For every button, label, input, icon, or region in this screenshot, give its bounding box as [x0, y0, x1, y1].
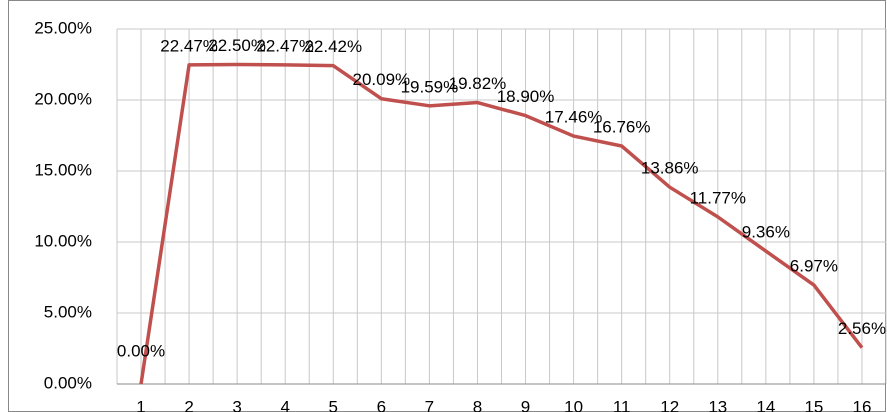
y-tick-label: 15.00% [34, 160, 92, 179]
x-tick-label: 1 [136, 397, 145, 412]
data-label: 22.47% [160, 36, 218, 55]
x-tick-label: 12 [660, 397, 679, 412]
data-label: 18.90% [497, 87, 555, 106]
x-tick-label: 8 [473, 397, 482, 412]
x-tick-label: 4 [280, 397, 289, 412]
x-tick-label: 16 [853, 397, 872, 412]
data-label: 19.82% [449, 74, 507, 93]
data-label: 16.76% [593, 117, 651, 136]
x-tick-label: 10 [564, 397, 583, 412]
data-label: 0.00% [117, 341, 165, 360]
y-tick-label: 5.00% [44, 302, 92, 321]
x-tick-label: 11 [613, 397, 631, 412]
x-tick-label: 14 [756, 397, 775, 412]
data-label: 22.47% [256, 36, 314, 55]
data-label: 17.46% [545, 108, 603, 127]
y-tick-label: 20.00% [34, 89, 92, 108]
data-label: 6.97% [790, 257, 838, 276]
data-label: 22.42% [304, 37, 362, 56]
data-label: 9.36% [742, 223, 790, 242]
data-label: 13.86% [641, 159, 699, 178]
data-label: 11.77% [690, 188, 746, 207]
x-tick-label: 3 [232, 397, 241, 412]
x-tick-label: 5 [329, 397, 338, 412]
data-label: 19.59% [401, 77, 459, 96]
y-tick-label: 25.00% [34, 18, 92, 37]
x-tick-label: 7 [425, 397, 434, 412]
x-tick-label: 13 [708, 397, 727, 412]
data-label: 22.50% [208, 36, 266, 55]
chart-border [8, 0, 886, 412]
line [139, 62, 864, 385]
x-tick-label: 9 [521, 397, 530, 412]
x-tick-label: 2 [184, 397, 193, 412]
x-tick-label: 6 [377, 397, 386, 412]
x-tick-label: 15 [804, 397, 823, 412]
data-label: 20.09% [353, 70, 411, 89]
data-label: 2.56% [838, 319, 886, 338]
y-tick-label: 10.00% [34, 231, 92, 250]
y-tick-label: 0.00% [44, 373, 92, 392]
